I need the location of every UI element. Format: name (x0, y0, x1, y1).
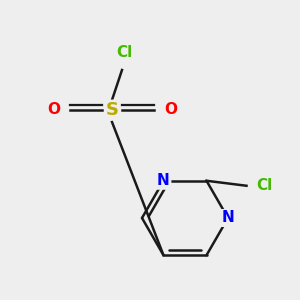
Text: O: O (47, 103, 60, 118)
Text: N: N (157, 173, 170, 188)
Text: S: S (106, 101, 118, 119)
Text: Cl: Cl (256, 178, 273, 193)
Text: N: N (222, 211, 234, 226)
Text: O: O (164, 103, 177, 118)
Text: Cl: Cl (116, 45, 132, 60)
